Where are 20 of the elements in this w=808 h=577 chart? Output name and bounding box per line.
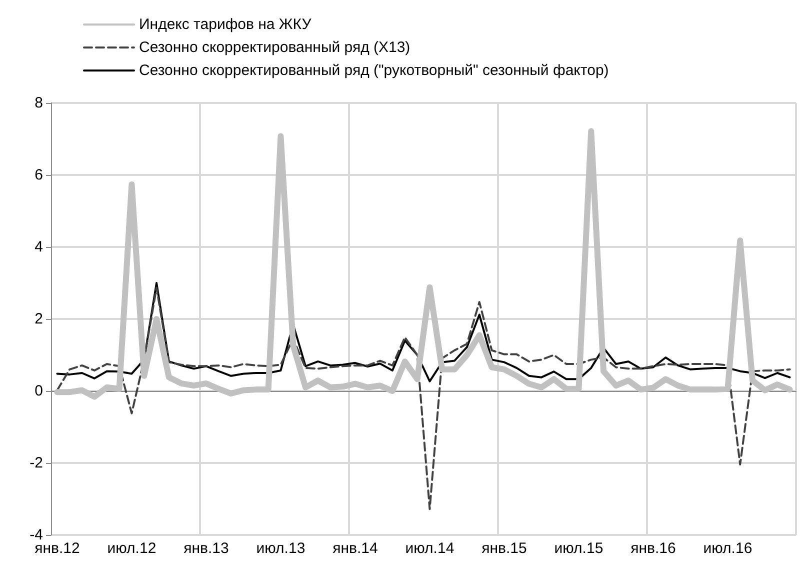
legend-label: Индекс тарифов на ЖКУ	[139, 16, 312, 33]
x-tick-label: июл.16	[703, 540, 752, 557]
legend-label: Сезонно скорректированный ряд (X13)	[139, 39, 410, 56]
x-tick-label: июл.14	[405, 540, 454, 557]
legend-label: Сезонно скорректированный ряд ("рукотворный" сезонный фактор)	[139, 62, 609, 79]
line-series	[56, 282, 791, 382]
y-tick-label: 4	[34, 238, 43, 256]
y-tick-label: 2	[34, 310, 43, 328]
x-tick-label: янв.13	[184, 540, 229, 557]
y-tick-label: 6	[34, 166, 43, 184]
y-tick-label: 0	[34, 382, 43, 400]
y-tick-label: -2	[30, 454, 43, 472]
x-tick-label: июл.13	[256, 540, 306, 557]
line-series	[56, 286, 791, 510]
y-tick-label: 8	[34, 94, 43, 112]
x-tick-label: янв.14	[332, 540, 378, 557]
x-tick-label: июл.15	[554, 540, 604, 557]
x-tick-label: янв.16	[630, 540, 676, 557]
x-tick-label: июл.12	[107, 540, 156, 557]
x-tick-label: янв.15	[482, 540, 527, 557]
